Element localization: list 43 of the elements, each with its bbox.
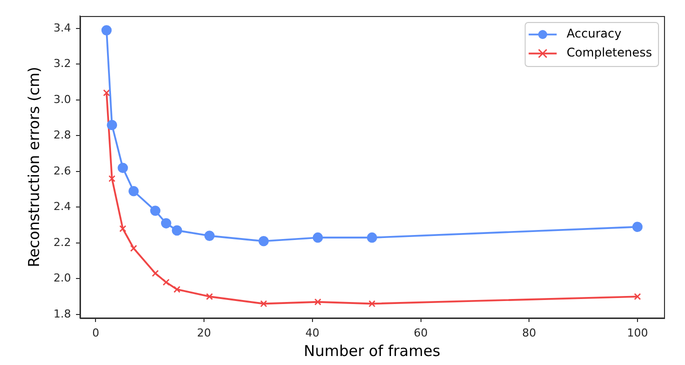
point (204, 230, 215, 241)
y-tick-label: 3.2 (54, 57, 71, 70)
point (206, 293, 213, 300)
x-tick-label: 100 (626, 326, 648, 340)
y-tick-label: 2.6 (54, 164, 71, 178)
x-tick-label: 40 (305, 326, 320, 340)
y-tick-label: 3.0 (54, 92, 71, 106)
y-tick-label: 2.0 (54, 272, 71, 285)
y-axis-title: Reconstruction errors (cm) (24, 66, 43, 268)
point (150, 206, 160, 216)
y-tick-label: 3.4 (54, 21, 71, 34)
point (160, 218, 172, 228)
point (103, 89, 110, 96)
legend-label: Accuracy (566, 26, 622, 41)
x-tick-label: 80 (522, 326, 536, 340)
x-tick-label: 20 (197, 326, 212, 340)
point (128, 186, 139, 196)
y-tick-label: 2.8 (54, 128, 71, 142)
point (162, 278, 170, 286)
point (152, 270, 159, 277)
point (260, 300, 268, 308)
y-tick-label: 2.2 (54, 236, 71, 249)
y-tick-label: 2.4 (54, 200, 71, 214)
point (258, 236, 269, 246)
point (366, 232, 378, 243)
y-tick-label: 1.8 (54, 307, 71, 320)
point (101, 25, 112, 36)
point (632, 222, 643, 232)
point (173, 286, 180, 293)
x-tick-label: 0 (92, 326, 100, 340)
point (314, 298, 322, 306)
point (634, 293, 641, 300)
point (119, 225, 126, 232)
point (312, 232, 323, 243)
x-tick-label: 60 (414, 326, 428, 340)
point (118, 162, 128, 174)
legend-label: Completeness (566, 46, 652, 60)
point (130, 244, 138, 252)
point (108, 175, 116, 182)
point (172, 225, 182, 236)
point (106, 120, 118, 130)
point (368, 300, 376, 308)
x-axis-title: Number of frames (304, 342, 440, 360)
